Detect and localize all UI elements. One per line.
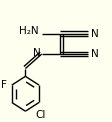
Text: Cl: Cl	[35, 110, 45, 120]
Text: F: F	[1, 80, 6, 90]
Text: N: N	[91, 49, 99, 59]
Text: N: N	[33, 48, 41, 58]
Text: N: N	[91, 29, 99, 39]
Text: H₂N: H₂N	[19, 26, 38, 36]
